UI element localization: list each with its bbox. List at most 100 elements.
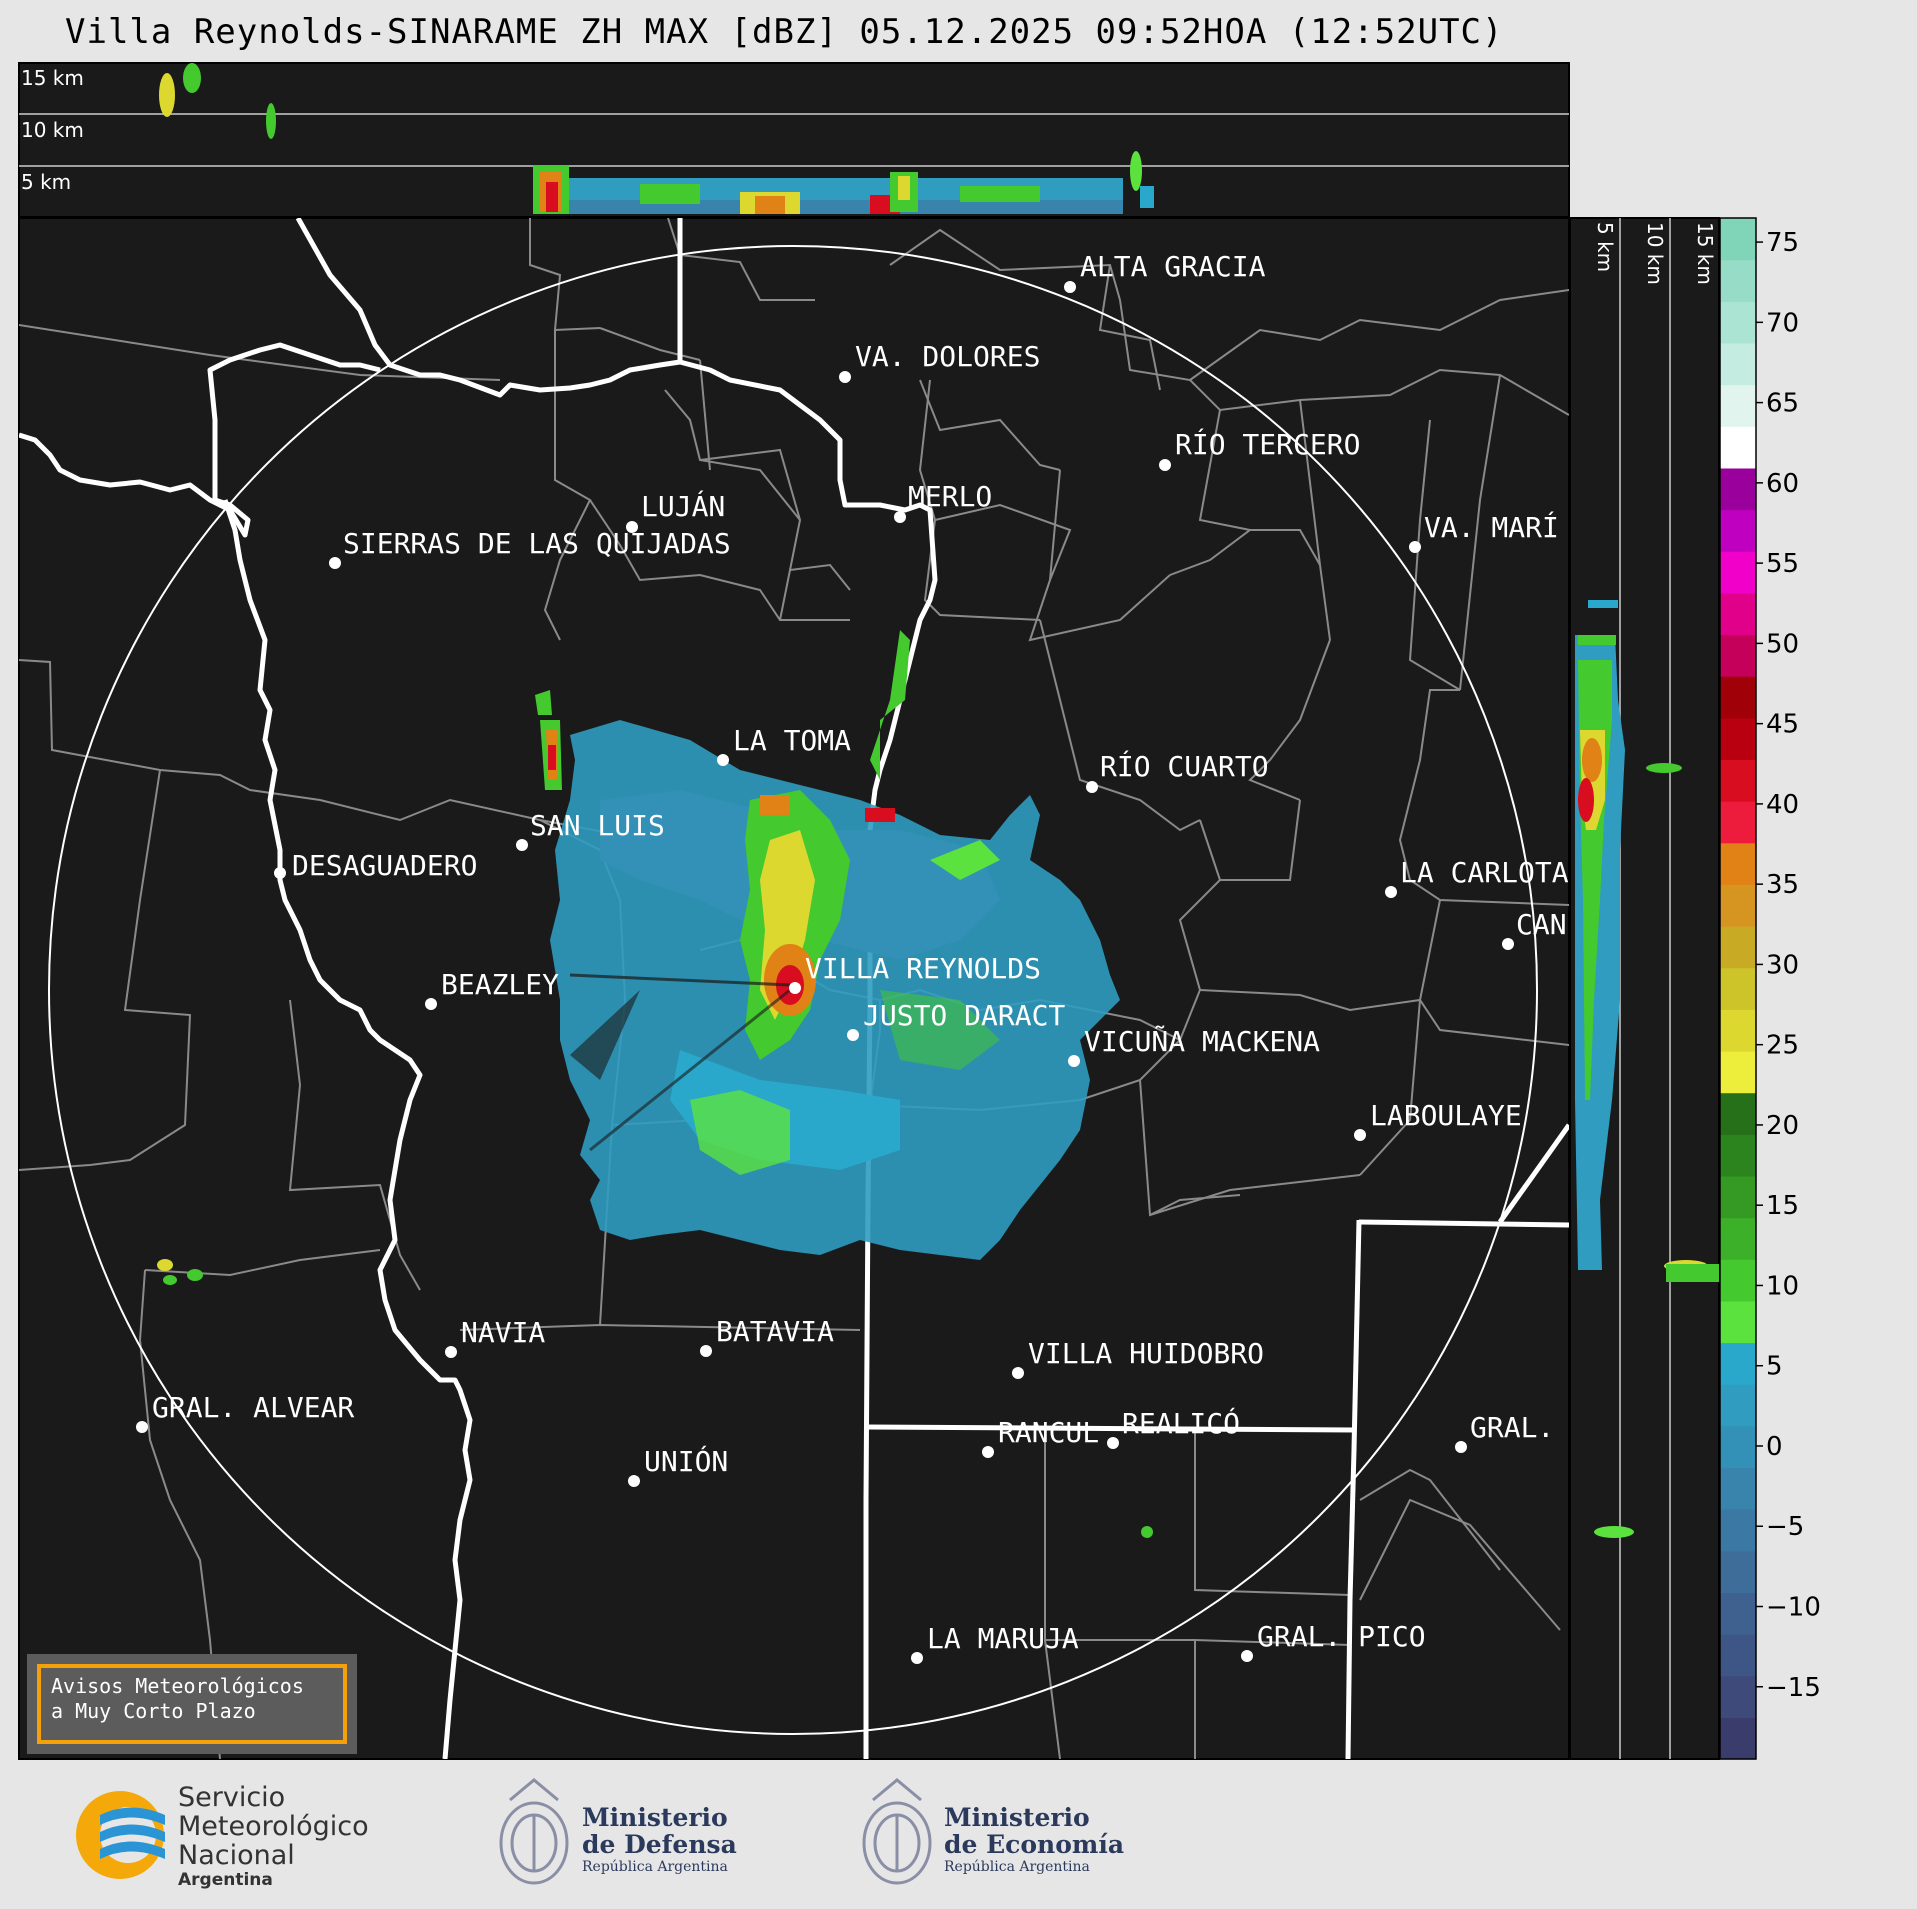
city-marker (136, 1421, 148, 1433)
smn-line1: Servicio (178, 1782, 286, 1813)
city-marker (1502, 938, 1514, 950)
colorbar-segment (1720, 842, 1756, 885)
colorbar-segment (1720, 1467, 1756, 1510)
side-label-5km: 5 km (1593, 222, 1617, 272)
city-label: BEAZLEY (441, 968, 559, 1001)
city-marker (700, 1345, 712, 1357)
city-marker (1354, 1129, 1366, 1141)
city-marker (717, 754, 729, 766)
city-label: GRAL. PICO (1257, 1620, 1426, 1653)
colorbar-segment (1720, 717, 1756, 761)
city-marker (516, 839, 528, 851)
colorbar-segment (1720, 1217, 1756, 1260)
city-label: VILLA REYNOLDS (805, 952, 1041, 985)
city-marker (445, 1346, 457, 1358)
smn-logo-text: Servicio Meteorológico Nacional Argentin… (178, 1783, 369, 1890)
city-marker (847, 1029, 859, 1041)
smn-logo (76, 1791, 165, 1879)
economia-seal (862, 1778, 932, 1885)
colorbar-tick-label: 45 (1766, 710, 1799, 740)
top-label-10km: 10 km (21, 118, 84, 142)
city-label: DESAGUADERO (292, 849, 477, 882)
city-marker (329, 557, 341, 569)
dbz-colorbar (1719, 217, 1757, 1760)
defensa-seal (499, 1778, 569, 1885)
side-label-10km: 10 km (1643, 222, 1667, 285)
city-label: LA MARUJA (927, 1622, 1079, 1655)
city-marker (789, 982, 801, 994)
defensa-line2: de Defensa (582, 1830, 737, 1859)
colorbar-segment (1720, 1550, 1756, 1594)
colorbar-segment (1720, 1092, 1756, 1135)
city-marker (1455, 1441, 1467, 1453)
colorbar-tick-label: 75 (1766, 228, 1799, 258)
city-label: CAN (1516, 908, 1567, 941)
city-marker (1064, 281, 1076, 293)
avisos-banner[interactable]: Avisos Meteorológicos a Muy Corto Plazo (27, 1654, 357, 1754)
city-label: GRAL. ALVEAR (152, 1391, 354, 1424)
colorbar-segment (1720, 634, 1756, 677)
city-label: LABOULAYE (1370, 1099, 1522, 1132)
smn-line4: Argentina (178, 1870, 273, 1890)
colorbar-tick-label: 0 (1766, 1432, 1783, 1462)
city-marker (1012, 1367, 1024, 1379)
city-label: LA TOMA (733, 724, 851, 757)
defensa-line1: Ministerio (582, 1803, 728, 1832)
colorbar-tick-label: −15 (1766, 1673, 1821, 1703)
city-label: RÍO TERCERO (1175, 427, 1360, 461)
city-label: VA. MARÍ (1424, 510, 1559, 544)
defensa-line3: República Argentina (582, 1859, 728, 1875)
colorbar-segment (1720, 259, 1756, 302)
top-cross-section-echoes (19, 63, 1569, 214)
top-label-5km: 5 km (21, 170, 71, 194)
avisos-line1: Avisos Meteorológicos (51, 1674, 304, 1698)
colorbar-segment (1720, 384, 1756, 427)
avisos-line2: a Muy Corto Plazo (51, 1699, 256, 1723)
colorbar-tick-label: 20 (1766, 1111, 1799, 1141)
city-labels: ALTA GRACIA VA. DOLORES RÍO TERCERO LUJÁN ME… (136, 250, 1569, 1664)
colorbar-segment (1720, 1384, 1756, 1427)
colorbar-segment (1720, 1675, 1756, 1718)
city-marker (1385, 886, 1397, 898)
colorbar-tick-label: −5 (1766, 1512, 1804, 1542)
city-label: REALICÓ (1122, 1406, 1240, 1440)
colorbar-tick-label: 30 (1766, 950, 1799, 980)
city-marker (894, 511, 906, 523)
radar-echoes (157, 630, 1153, 1538)
economia-line3: República Argentina (944, 1859, 1090, 1875)
colorbar-segment (1720, 967, 1756, 1010)
city-label: SIERRAS DE LAS QUIJADAS (343, 527, 731, 560)
economia-line2: de Economía (944, 1830, 1125, 1859)
colorbar-tick-label: 15 (1766, 1191, 1799, 1221)
colorbar-segment (1720, 1425, 1756, 1469)
city-marker (274, 867, 286, 879)
colorbar-segment (1720, 1009, 1756, 1052)
colorbar-segment (1720, 342, 1756, 386)
colorbar-segment (1720, 759, 1756, 802)
colorbar-segment (1720, 801, 1756, 844)
city-label: SAN LUIS (530, 809, 665, 842)
colorbar-segment (1720, 1259, 1756, 1302)
economia-line1: Ministerio (944, 1803, 1090, 1832)
colorbar-tick-label: 25 (1766, 1031, 1799, 1061)
city-marker (911, 1652, 923, 1664)
city-label: RANCUL (998, 1416, 1099, 1449)
city-marker (1068, 1055, 1080, 1067)
city-label: ALTA GRACIA (1080, 250, 1266, 283)
colorbar-tick-label: −10 (1766, 1593, 1821, 1623)
city-label: UNIÓN (644, 1444, 728, 1478)
map-title: Villa Reynolds-SINARAME ZH MAX [dBZ] 05.… (65, 12, 1504, 52)
colorbar-segment (1720, 1509, 1756, 1552)
colorbar-segment (1720, 426, 1756, 469)
smn-line2: Meteorológico (178, 1811, 369, 1842)
colorbar-tick-label: 40 (1766, 790, 1799, 820)
colorbar-segment (1720, 884, 1756, 927)
city-marker (425, 998, 437, 1010)
city-marker (626, 521, 638, 533)
range-ring (48, 245, 1538, 1735)
colorbar-segment (1720, 551, 1756, 594)
colorbar-segment (1720, 509, 1756, 552)
colorbar-segment (1720, 1050, 1756, 1094)
